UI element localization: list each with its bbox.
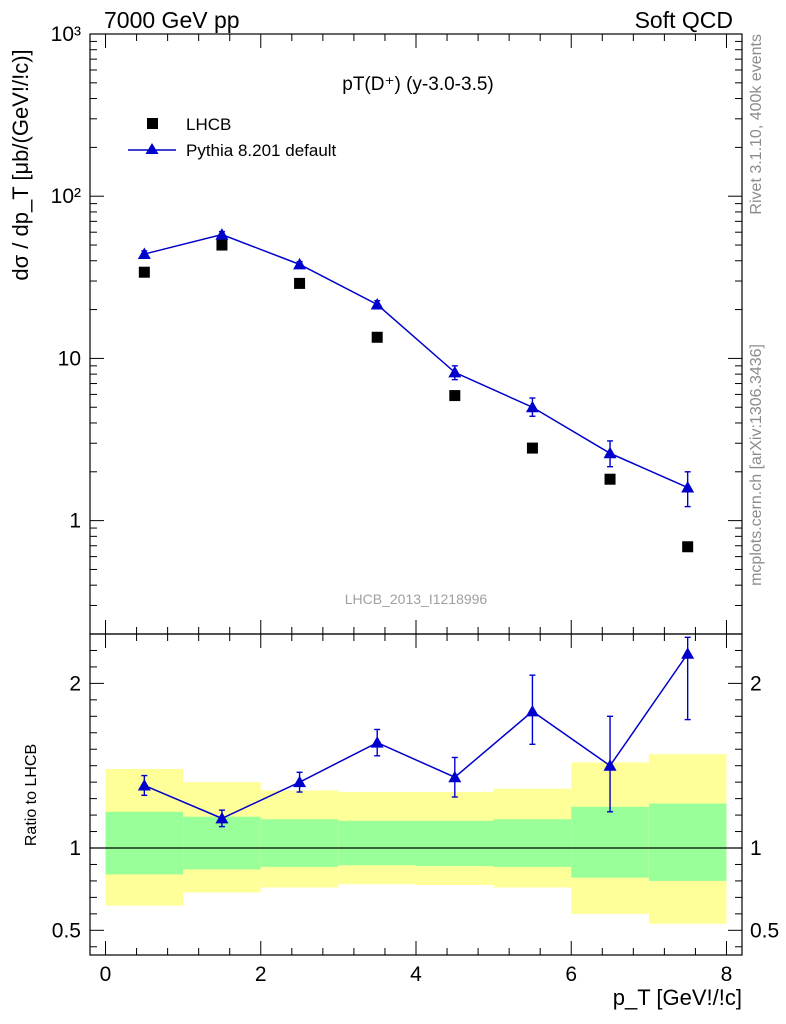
data-point-triangle [215, 811, 229, 824]
data-point-square [604, 473, 616, 485]
ratio-y-tick-label: 1 [69, 837, 81, 860]
ratio-band-inner [493, 819, 572, 867]
series-line [144, 653, 689, 820]
x-tick-label: 8 [721, 963, 733, 986]
data-point-triangle [293, 257, 307, 270]
legend: LHCB Pythia 8.201 default [128, 115, 337, 160]
series-line [144, 233, 688, 489]
ratio-band-inner [571, 806, 649, 878]
data-point-square [371, 331, 383, 343]
data-point-triangle [370, 736, 384, 748]
rivet-label: Rivet 3.1.10, 400k events [748, 34, 765, 215]
x-tick-label: 6 [565, 963, 577, 986]
data-point-triangle [603, 759, 617, 771]
data-point-triangle [293, 775, 307, 788]
y-tick-label: 10³ [51, 23, 81, 46]
data-point-square [216, 239, 228, 251]
process-label: Soft QCD [635, 7, 733, 33]
main-y-axis-label: dσ / dp_T [μb/(GeV!/!c)] [8, 49, 33, 280]
ratio-band-inner [416, 820, 494, 867]
y-tick-label: 1 [69, 510, 81, 533]
data-point-square [138, 266, 150, 278]
legend-marker-pythia [145, 143, 159, 154]
main-title: pT(D⁺) (y-3.0-3.5) [342, 74, 494, 95]
data-point-square [449, 390, 461, 402]
x-axis-label: p_T [GeV!/!c] [613, 985, 742, 1010]
data-point-triangle [525, 704, 539, 717]
data-point-triangle [215, 228, 229, 240]
data-point-triangle [525, 400, 539, 413]
ratio-band-inner [260, 819, 339, 867]
ratio-y-tick-label-right: 1 [750, 837, 762, 860]
data-point-square [682, 541, 694, 553]
y-tick-label: 10² [51, 185, 81, 208]
data-point-triangle [681, 481, 695, 493]
ratio-y-tick-label: 0.5 [52, 919, 81, 942]
data-point-square [526, 442, 538, 454]
data-point-triangle [137, 778, 151, 791]
data-point-square [294, 277, 306, 289]
ratio-band-inner [105, 811, 184, 875]
data-point-triangle [603, 446, 617, 459]
watermark: LHCB_2013_I1218996 [345, 591, 488, 607]
data-point-triangle [681, 647, 695, 659]
ratio-y-tick-label-right: 0.5 [750, 919, 779, 942]
data-point-triangle [137, 247, 151, 260]
ratio-panel: 0.5 0.5 1 1 2 2 0 2 4 6 8 Ratio to LHCB p_T [GeV!/… [23, 633, 779, 1010]
x-tick-label: 4 [410, 963, 422, 986]
ratio-y-tick-label: 2 [69, 672, 81, 695]
ratio-y-tick-label-right: 2 [750, 672, 762, 695]
source-label: mcplots.cern.ch [arXiv:1306.3436] [748, 344, 765, 586]
ratio-y-axis-label: Ratio to LHCB [23, 744, 40, 846]
x-tick-label: 0 [100, 963, 112, 986]
data-point-triangle [448, 770, 462, 783]
legend-entry-lhcb: LHCB [186, 115, 231, 134]
energy-label: 7000 GeV pp [104, 7, 240, 33]
ratio-band-inner [648, 803, 727, 881]
data-point-triangle [370, 297, 384, 310]
main-panel: 1 10 10² 10³ pT(D⁺) (y-3.0-3.5) dσ / dp_T [… [8, 23, 743, 635]
x-tick-label: 2 [255, 963, 267, 986]
data-point-triangle [448, 365, 462, 378]
ratio-band-inner [338, 820, 416, 866]
y-tick-label: 10 [58, 347, 81, 370]
legend-marker-lhcb [147, 118, 158, 129]
legend-entry-pythia: Pythia 8.201 default [186, 141, 337, 160]
